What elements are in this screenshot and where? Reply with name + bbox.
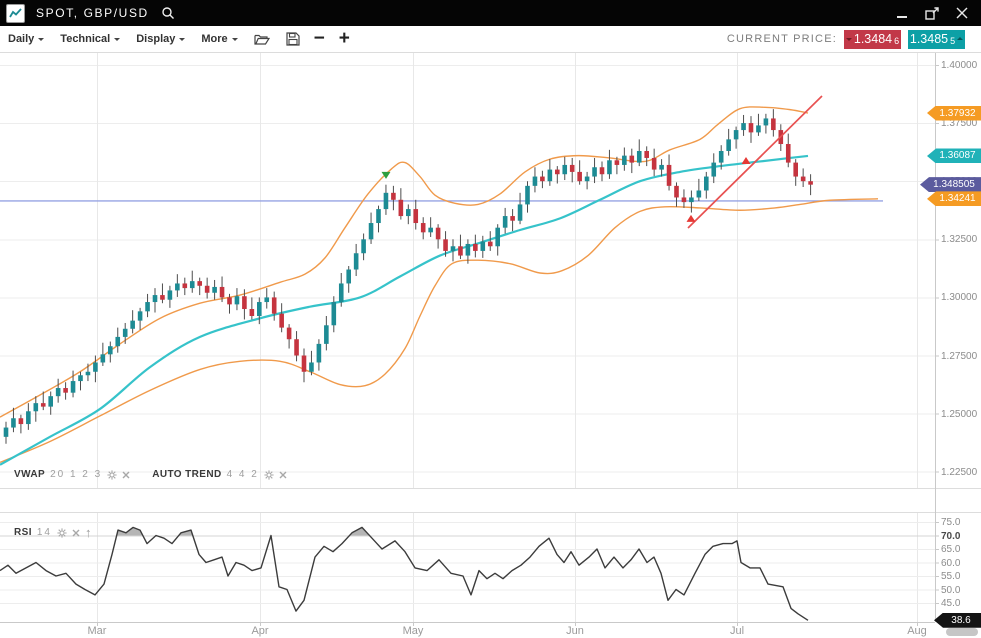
menu-technical-label: Technical [60,33,111,45]
auto-trend-settings-gear-icon[interactable] [264,469,274,480]
upper-band-line [0,106,809,418]
auto-trend-legend-params: 4 4 2 [226,469,259,480]
auto-trend-legend-name: AUTO TREND [152,469,222,480]
rsi-move-up-icon[interactable]: ↑ [85,525,92,540]
trade-signal-up-triangle-icon [686,214,696,222]
minimize-button[interactable] [895,6,909,20]
rsi-legend: RSI 14 ↑ [14,525,108,540]
rsi-legend-name: RSI [14,527,32,538]
chevron-down-icon [114,37,121,44]
trade-signal-up-triangle-icon [741,157,751,165]
axis-frame [0,52,981,626]
trade-signal-down-triangle-icon [381,171,391,179]
vwap-line [0,154,809,466]
candlestick-layer [3,109,813,444]
vwap-remove-icon[interactable] [122,471,130,479]
price-up-arrow-icon [957,34,964,40]
vwap-legend: VWAP 20 1 2 3 [14,469,130,480]
save-icon[interactable] [286,32,300,46]
title-bar: SPOT, GBP/USD [0,0,981,26]
bid-price-badge: 1.3484 6 [844,29,901,49]
close-button[interactable] [955,6,969,20]
rsi-legend-params: 14 [36,527,52,538]
menu-technical[interactable]: Technical [60,33,121,45]
bid-price-pip: 6 [894,36,900,46]
popout-button[interactable] [925,6,939,20]
menu-daily-label: Daily [8,33,35,45]
open-folder-icon[interactable] [254,33,270,46]
current-price-label: CURRENT PRICE: [726,33,837,45]
app-logo-icon [6,3,25,23]
vwap-settings-gear-icon[interactable] [107,469,117,480]
menu-more-label: More [201,33,228,45]
menu-more[interactable]: More [201,33,238,45]
ask-price-value: 1.3485 [909,32,949,46]
ask-price-badge: 1.3485 5 [908,29,965,49]
auto-trend-remove-icon[interactable] [279,471,287,479]
rsi-line [0,526,809,621]
auto-trend-line [687,95,823,229]
rsi-settings-gear-icon[interactable] [57,527,67,538]
search-icon[interactable] [161,6,175,20]
vwap-legend-params: 20 1 2 3 [50,469,103,480]
zoom-in-button[interactable]: + [338,28,350,49]
rsi-legend-group: RSI 14 ↑ [14,525,92,540]
toolbar: Daily Technical Display More − + CURRENT… [0,26,981,53]
menu-display-label: Display [136,33,176,45]
scrollbar-thumb[interactable] [946,628,978,636]
menu-display[interactable]: Display [136,33,186,45]
window-title: SPOT, GBP/USD [36,6,149,20]
ask-price-pip: 5 [950,36,956,46]
price-down-arrow-icon [845,38,852,44]
lower-band-line [0,198,879,464]
rsi-remove-icon[interactable] [72,529,80,537]
chevron-down-icon [231,37,238,44]
chevron-down-icon [179,37,186,44]
menu-daily[interactable]: Daily [8,33,45,45]
bid-price-value: 1.3484 [853,32,893,46]
gridlines [0,52,935,622]
chevron-down-icon [38,37,45,44]
zoom-out-button[interactable]: − [313,28,325,49]
auto-trend-legend: AUTO TREND 4 4 2 [152,469,287,480]
main-pane-legend: VWAP 20 1 2 3 AUTO TREND 4 4 2 [14,469,303,480]
rsi-overbought-fill [0,527,808,536]
vwap-legend-name: VWAP [14,469,46,480]
